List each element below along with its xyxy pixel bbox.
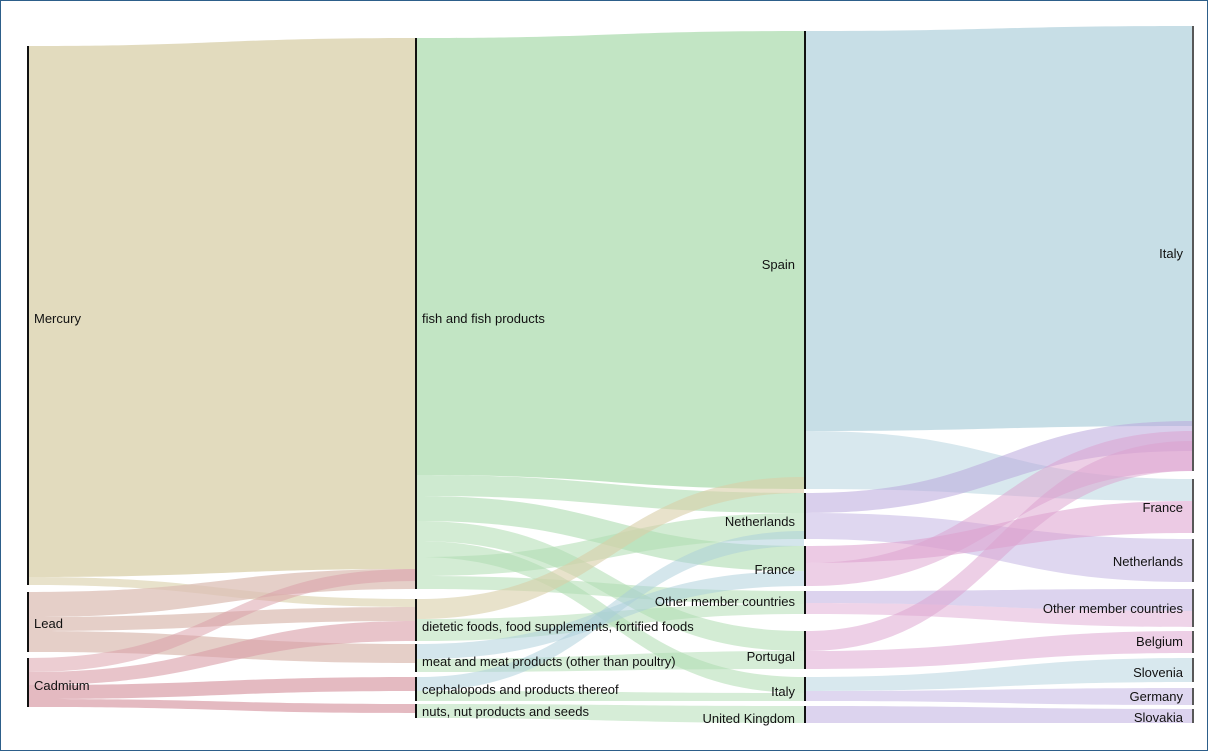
node-label-spain: Spain — [762, 257, 795, 272]
flow-link — [806, 26, 1192, 431]
node-label-netherlands: Netherlands — [725, 514, 796, 529]
flow-link — [417, 691, 804, 701]
flow-link — [417, 31, 804, 489]
node-label-other-member-countries: Other member countries — [1043, 601, 1184, 616]
flow-link — [806, 688, 1192, 705]
flow-links — [29, 26, 1192, 723]
node-label-belgium: Belgium — [1136, 634, 1183, 649]
flow-link — [806, 631, 1192, 669]
flow-link — [806, 501, 1192, 563]
node-label-slovakia: Slovakia — [1134, 710, 1184, 725]
flow-link — [806, 658, 1192, 691]
node-label-meat-and-meat-products-other-than-poultry: meat and meat products (other than poult… — [422, 654, 676, 669]
node-label-united-kingdom: United Kingdom — [703, 711, 796, 726]
node-label-mercury: Mercury — [34, 311, 81, 326]
node-label-other-member-countries: Other member countries — [655, 594, 796, 609]
node-label-lead: Lead — [34, 616, 63, 631]
flow-link — [806, 603, 1192, 627]
flow-link — [806, 421, 1192, 513]
flow-link — [29, 569, 415, 672]
flow-link — [29, 621, 415, 685]
node-label-germany: Germany — [1130, 689, 1184, 704]
node-label-italy: Italy — [1159, 246, 1183, 261]
node-bars — [27, 26, 1194, 723]
flow-link — [417, 531, 804, 691]
node-label-slovenia: Slovenia — [1133, 665, 1184, 680]
node-label-cephalopods-and-products-thereof: cephalopods and products thereof — [422, 682, 619, 697]
node-label-portugal: Portugal — [747, 649, 796, 664]
node-label-dietetic-foods-food-supplements-fortified-foods: dietetic foods, food supplements, fortif… — [422, 619, 694, 634]
flow-link — [417, 704, 804, 723]
node-label-fish-and-fish-products: fish and fish products — [422, 311, 545, 326]
node-label-cadmium: Cadmium — [34, 678, 90, 693]
flow-link — [29, 677, 415, 699]
node-label-france: France — [1143, 500, 1183, 515]
flow-link — [806, 589, 1192, 611]
flow-link — [806, 441, 1192, 651]
node-label-nuts-nut-products-and-seeds: nuts, nut products and seeds — [422, 704, 589, 719]
node-label-netherlands: Netherlands — [1113, 554, 1184, 569]
node-label-france: France — [755, 562, 795, 577]
flow-link — [417, 477, 804, 619]
flow-link — [29, 38, 415, 577]
flow-link — [29, 699, 415, 713]
node-labels: Mercury Lead Cadmium fish and fish products… — [34, 246, 1184, 726]
flow-link — [806, 706, 1192, 723]
flow-link — [417, 576, 804, 604]
node-label-italy: Italy — [771, 684, 795, 699]
